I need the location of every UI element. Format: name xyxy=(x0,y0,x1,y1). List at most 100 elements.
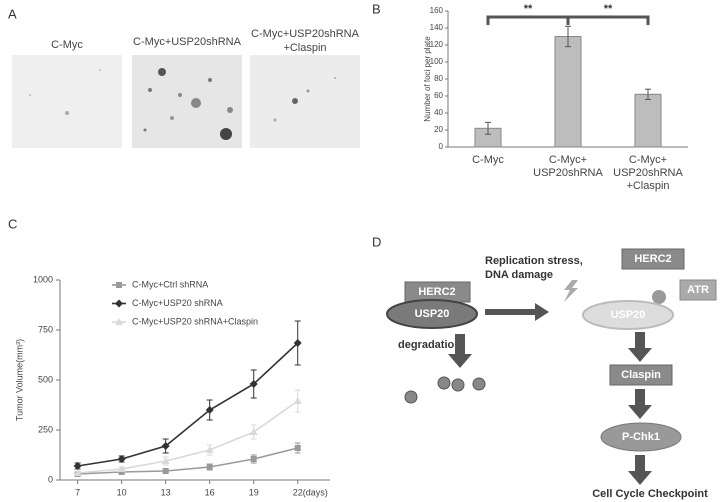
lightning-icon xyxy=(564,280,578,302)
y-axis-label: Number of foci per plate xyxy=(423,36,432,122)
fragment xyxy=(437,376,451,390)
significance-bracket xyxy=(566,15,650,25)
y-tick-label: 100 xyxy=(430,57,444,66)
x-tick-label: C-Myc+ xyxy=(549,154,587,166)
degradation-label: degradation xyxy=(398,339,461,351)
image-caption: C-Myc xyxy=(51,39,83,51)
arrow xyxy=(485,303,549,321)
x-tick-label: USP20shRNA xyxy=(533,167,603,179)
bar xyxy=(634,93,662,148)
x-tick-label: USP20shRNA xyxy=(613,167,683,179)
point xyxy=(162,468,169,474)
claspin-label: Claspin xyxy=(621,369,661,381)
pchk1-node xyxy=(600,422,682,452)
stimulus-label: Replication stress, xyxy=(485,255,583,267)
x-tick-label: 19 xyxy=(249,487,259,497)
fragment xyxy=(472,377,486,391)
image-caption: C-Myc+USP20shRNA xyxy=(251,28,360,40)
point xyxy=(294,445,301,451)
colony-image xyxy=(12,55,122,148)
y-tick-label: 160 xyxy=(430,6,444,15)
y-tick-label: 0 xyxy=(48,474,53,484)
point xyxy=(293,339,302,347)
arrow xyxy=(628,389,652,419)
y-tick-label: 250 xyxy=(38,424,53,434)
x-tick-label: 10 xyxy=(117,487,127,497)
phospho-dot xyxy=(652,290,666,304)
usp20-label: USP20 xyxy=(415,308,450,320)
panel-d: D HERC2 USP20 degradation Replication st… xyxy=(372,234,717,500)
point xyxy=(115,318,123,325)
usp20-node xyxy=(386,299,478,329)
legend-label: C-Myc+Ctrl shRNA xyxy=(132,279,208,289)
herc2-label: HERC2 xyxy=(418,286,455,298)
y-tick-label: 500 xyxy=(38,374,53,384)
x-tick-label: C-Myc+ xyxy=(629,154,667,166)
x-tick-label: 13 xyxy=(161,487,171,497)
y-axis-label: Tumor Volume(mm³) xyxy=(14,339,24,421)
y-tick-label: 20 xyxy=(434,125,443,134)
outcome-label: Cell Cycle Checkpoint xyxy=(592,488,708,500)
series-line xyxy=(77,400,299,474)
y-tick-label: 1000 xyxy=(33,274,53,284)
point xyxy=(250,456,257,462)
arrow xyxy=(628,455,652,485)
usp20-label: USP20 xyxy=(611,309,646,321)
point xyxy=(249,380,258,388)
point xyxy=(73,469,82,476)
y-tick-label: 140 xyxy=(430,23,444,32)
point xyxy=(117,455,126,463)
significance-label: ** xyxy=(524,3,533,15)
panel-label: C xyxy=(8,216,17,231)
point xyxy=(249,428,258,435)
fragment xyxy=(404,390,418,404)
significance-label: ** xyxy=(604,3,613,15)
usp20-node xyxy=(582,300,674,330)
arrow xyxy=(628,332,652,362)
point xyxy=(117,465,126,472)
y-tick-label: 40 xyxy=(434,108,443,117)
bar xyxy=(554,36,582,148)
y-tick-label: 120 xyxy=(430,40,444,49)
fragment xyxy=(451,378,465,392)
point xyxy=(161,457,170,464)
y-tick-label: 60 xyxy=(434,91,443,100)
colony-image xyxy=(250,55,360,148)
x-tick-label: 7 xyxy=(75,487,80,497)
panel-label: A xyxy=(8,6,17,21)
point xyxy=(205,446,214,453)
legend-label: C-Myc+USP20 shRNA+Claspin xyxy=(132,316,258,326)
atr-label: ATR xyxy=(687,284,709,296)
point xyxy=(293,397,302,404)
point xyxy=(115,299,123,308)
point xyxy=(206,464,213,470)
image-caption: C-Myc+USP20shRNA xyxy=(133,36,242,48)
herc2-label: HERC2 xyxy=(634,253,671,265)
x-tick-label: +Claspin xyxy=(626,180,669,192)
point xyxy=(116,282,122,288)
x-tick-label: 22(days) xyxy=(293,487,328,497)
arrow xyxy=(448,334,472,368)
x-tick-label: C-Myc xyxy=(472,154,504,166)
claspin-box xyxy=(609,364,673,386)
y-tick-label: 0 xyxy=(439,142,444,151)
panel-label: B xyxy=(372,1,381,16)
image-caption: +Claspin xyxy=(283,42,326,54)
series-line xyxy=(77,447,298,475)
point xyxy=(73,462,82,470)
panel-a-images xyxy=(12,55,360,148)
point xyxy=(205,406,214,414)
pchk1-label: P-Chk1 xyxy=(622,431,660,443)
stimulus-label: DNA damage xyxy=(485,269,553,281)
legend-label: C-Myc+USP20 shRNA xyxy=(132,298,223,308)
series-line xyxy=(77,342,299,467)
x-tick-label: 16 xyxy=(205,487,215,497)
herc2-box xyxy=(621,248,685,270)
y-tick-label: 750 xyxy=(38,324,53,334)
point xyxy=(161,442,170,450)
atr-box xyxy=(679,279,717,301)
y-tick-label: 80 xyxy=(434,74,443,83)
significance-bracket xyxy=(486,15,570,25)
panel-label: D xyxy=(372,234,381,249)
